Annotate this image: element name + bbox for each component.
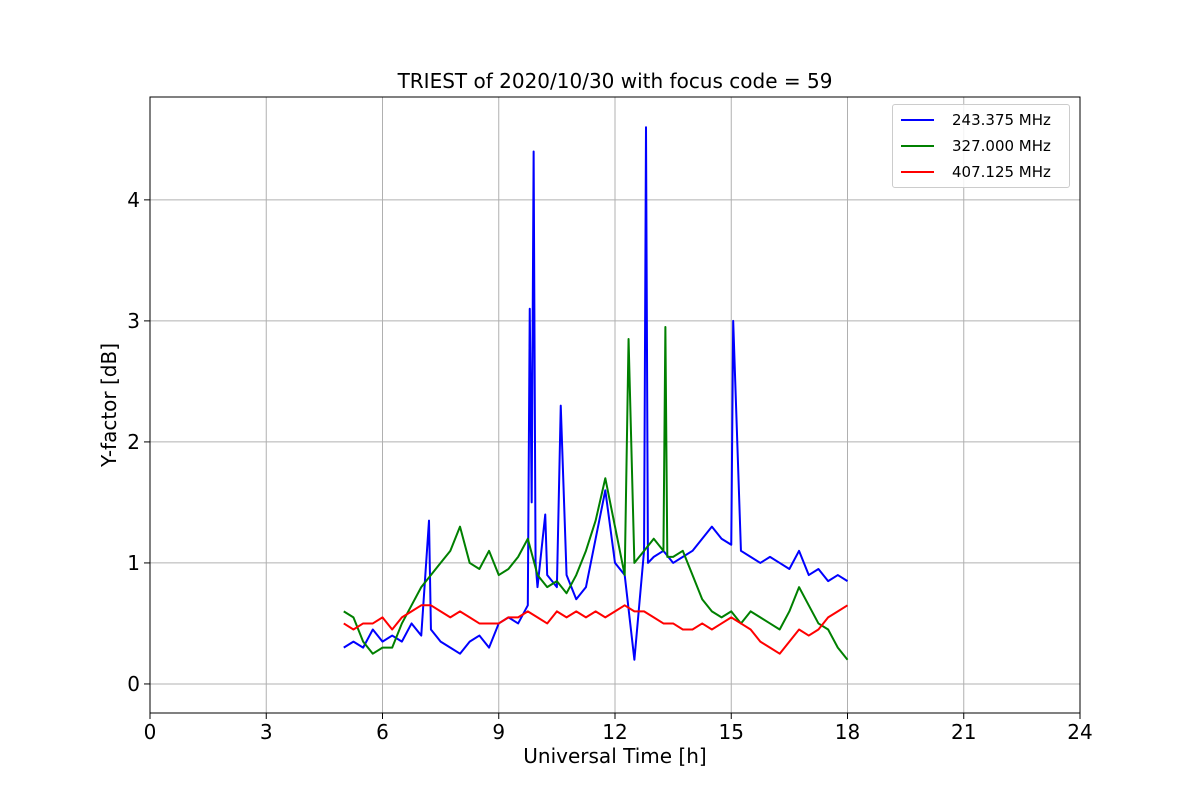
y-tick-label: 4	[127, 188, 140, 212]
x-tick-label: 12	[602, 720, 627, 744]
y-tick-label: 3	[127, 309, 140, 333]
y-axis-label: Y-factor [dB]	[97, 343, 121, 468]
series-line-2	[343, 604, 849, 655]
legend-item-243: 243.375 MHz	[893, 107, 1069, 133]
legend-swatch-327	[901, 145, 934, 147]
x-tick-label: 15	[719, 720, 744, 744]
legend-swatch-407	[901, 171, 934, 173]
chart-legend: 243.375 MHz 327.000 MHz 407.125 MHz	[892, 104, 1070, 188]
legend-item-327: 327.000 MHz	[893, 133, 1069, 159]
series-line-0	[343, 126, 849, 661]
legend-label-407: 407.125 MHz	[952, 163, 1051, 181]
legend-label-327: 327.000 MHz	[952, 137, 1051, 155]
y-tick-label: 2	[127, 430, 140, 454]
x-tick-label: 18	[835, 720, 860, 744]
x-tick-label: 24	[1067, 720, 1092, 744]
legend-swatch-243	[901, 119, 934, 121]
x-tick-label: 6	[376, 720, 389, 744]
series-layer	[343, 126, 849, 661]
x-tick-label: 21	[951, 720, 976, 744]
x-tick-label: 3	[260, 720, 273, 744]
x-axis-label: Universal Time [h]	[523, 744, 706, 768]
series-line-1	[343, 325, 849, 661]
x-tick-label: 0	[144, 720, 157, 744]
y-tick-label: 1	[127, 551, 140, 575]
x-tick-label: 9	[492, 720, 505, 744]
legend-label-243: 243.375 MHz	[952, 111, 1051, 129]
y-tick-label: 0	[127, 672, 140, 696]
chart-title: TRIEST of 2020/10/30 with focus code = 5…	[397, 69, 833, 93]
legend-item-407: 407.125 MHz	[893, 159, 1069, 185]
